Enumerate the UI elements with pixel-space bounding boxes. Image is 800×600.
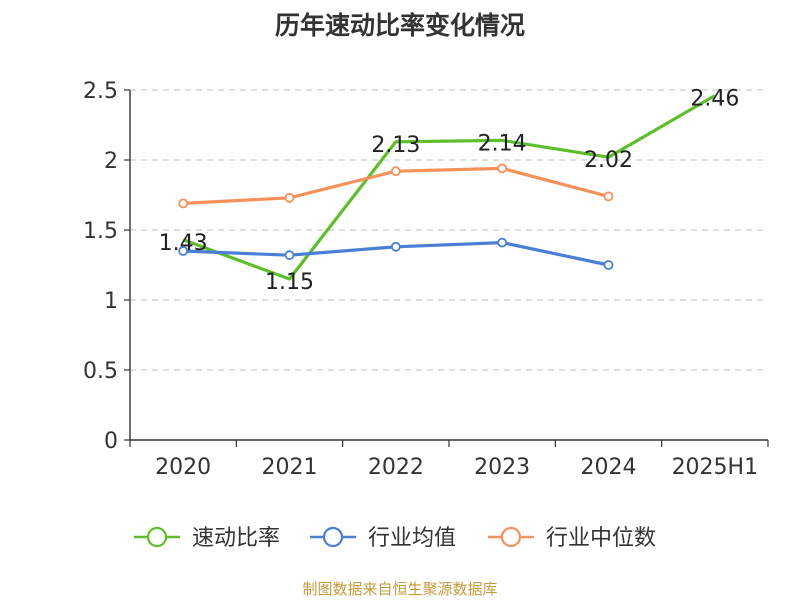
data-point [603,191,614,202]
data-point [497,163,508,174]
data-point [497,237,508,248]
chart-title: 历年速动比率变化情况 [274,11,525,40]
y-tick-label: 0 [104,429,118,454]
data-label: 2.02 [584,148,633,173]
data-point [284,192,295,203]
x-tick-label: 2024 [581,455,637,480]
data-point [284,250,295,261]
y-axis-ticks: 0 0.5 1 1.5 2 2.5 [83,79,130,454]
legend-marker [146,526,168,548]
legend-marker [500,526,522,548]
data-label: 1.43 [159,231,208,256]
x-tick-label: 2022 [368,455,424,480]
data-point [178,246,189,256]
y-tick-label: 1 [104,289,118,314]
data-label: 1.15 [265,270,314,295]
legend-label: 速动比率 [192,526,280,551]
legend-label: 行业中位数 [546,526,656,551]
y-tick-label: 1.5 [83,219,118,244]
series-group [178,94,716,281]
y-tick-label: 0.5 [83,359,118,384]
legend-marker [322,526,344,548]
x-tick-label: 2025H1 [672,455,759,480]
data-labels: 1.43 1.15 2.13 2.14 2.02 2.46 [159,87,740,295]
data-point [390,166,401,177]
series-line-0 [182,94,716,281]
data-point [603,260,614,270]
y-tick-label: 2 [104,149,118,174]
data-point [390,241,401,252]
x-tick-label: 2023 [474,455,530,480]
y-tick-label: 2.5 [83,79,118,104]
data-label: 2.13 [371,133,420,158]
data-label: 2.46 [690,87,739,112]
legend-label: 行业均值 [368,526,456,551]
legend: 速动比率 行业均值 行业中位数 [134,526,656,551]
x-axis-ticks: 2020 2021 2022 2023 2024 2025H1 [129,440,769,480]
data-label: 2.14 [478,131,527,156]
source-note: 制图数据来自恒生聚源数据库 [302,580,498,598]
data-point [178,198,189,209]
x-tick-label: 2020 [155,455,211,480]
x-tick-label: 2021 [262,455,318,480]
grid-lines [130,89,768,371]
